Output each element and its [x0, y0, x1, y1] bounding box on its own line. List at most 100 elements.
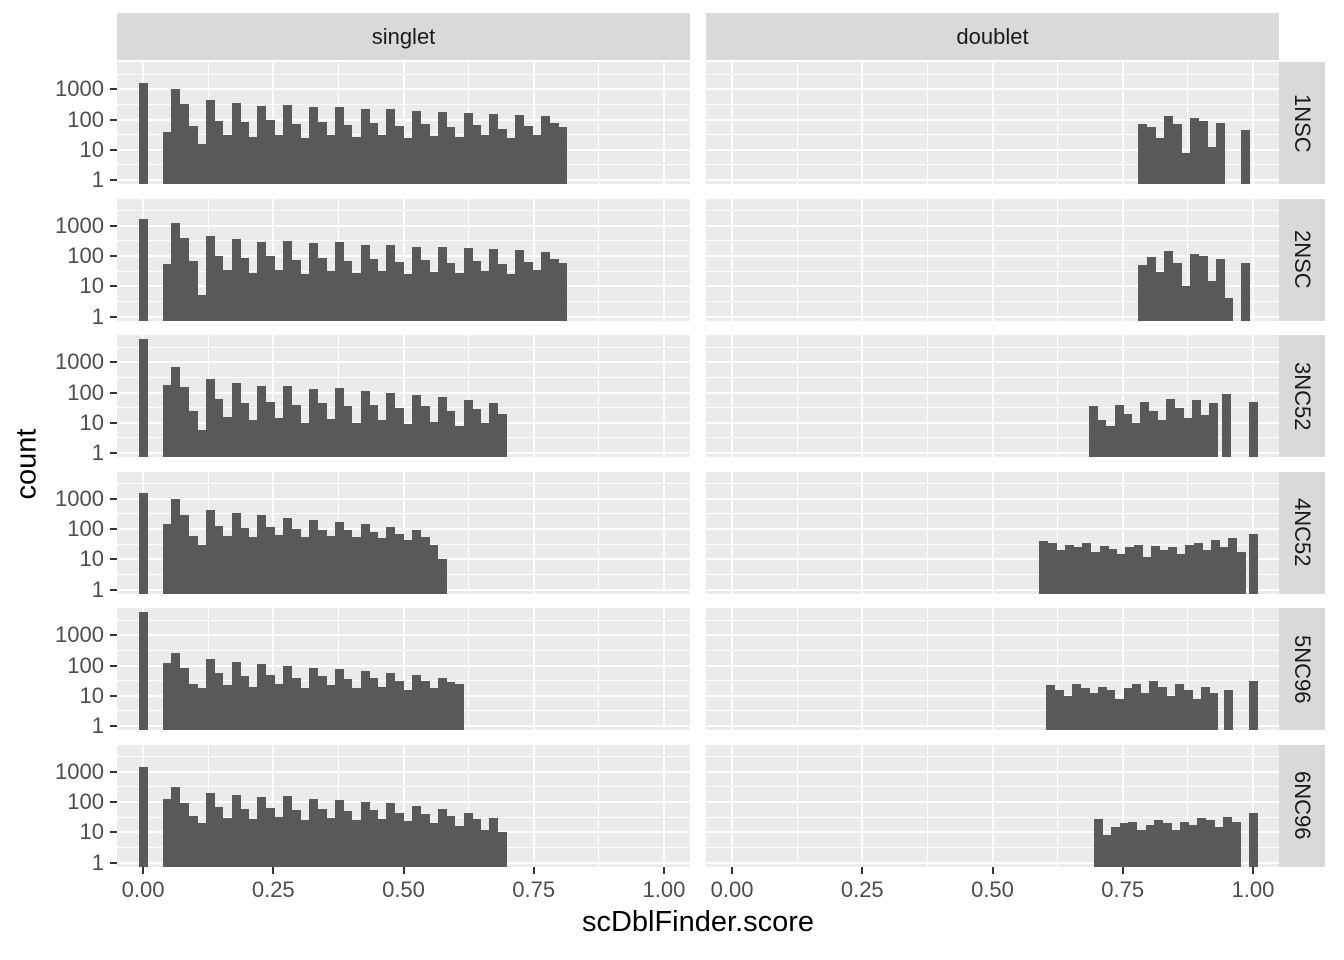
- histogram-bar: [1128, 821, 1138, 867]
- histogram-bar: [1198, 120, 1208, 184]
- y-tick-label: 100: [67, 652, 104, 678]
- histogram-bar: [300, 536, 310, 594]
- y-tick-label: 1000: [55, 758, 104, 784]
- histogram-bar: [1133, 544, 1143, 594]
- histogram-bar: [138, 611, 148, 730]
- histogram-bar: [300, 688, 310, 730]
- histogram-bar: [300, 138, 310, 184]
- y-tick-mark: [109, 285, 117, 288]
- histogram-bar: [214, 399, 224, 457]
- histogram-bar: [317, 676, 327, 730]
- panel-doublet-1NSC: [706, 62, 1279, 184]
- histogram-bar: [420, 406, 430, 457]
- histogram-bar: [351, 536, 361, 594]
- grid-minor-x: [1057, 744, 1059, 867]
- histogram-bar: [360, 671, 370, 730]
- histogram-bar: [1157, 420, 1167, 457]
- x-tick-label: 0.75: [1101, 877, 1145, 902]
- histogram-bar: [1166, 695, 1176, 730]
- histogram-bar: [1159, 550, 1169, 594]
- histogram-bar: [343, 679, 353, 730]
- histogram-bar: [386, 392, 396, 457]
- histogram-bar: [1200, 686, 1210, 730]
- histogram-bar: [412, 675, 422, 730]
- x-tick-mark: [1121, 866, 1124, 874]
- histogram-bar: [274, 684, 284, 730]
- histogram-bar: [429, 136, 439, 184]
- grid-major-y: [117, 664, 690, 667]
- panel-singlet-1NSC: [117, 62, 690, 184]
- histogram-bar: [223, 269, 232, 321]
- histogram-bar: [214, 525, 224, 594]
- histogram-bar: [334, 522, 344, 594]
- grid-minor-y: [117, 210, 690, 212]
- histogram-bar: [265, 526, 275, 594]
- grid-minor-x: [1187, 198, 1189, 321]
- grid-minor-y: [706, 846, 1279, 848]
- y-tick-label: 100: [67, 243, 104, 269]
- histogram-bar: [412, 530, 422, 594]
- grid-major-y: [706, 88, 1279, 91]
- y-tick-label: 1000: [55, 622, 104, 648]
- histogram-bar: [360, 245, 370, 321]
- histogram-bar: [403, 424, 413, 457]
- y-tick-label: 1: [91, 576, 104, 602]
- histogram-bar: [205, 378, 215, 457]
- grid-minor-x: [926, 471, 928, 594]
- y-tick-mark: [109, 148, 117, 151]
- grid-minor-y: [706, 680, 1279, 682]
- grid-minor-x: [468, 335, 470, 457]
- histogram-bar: [248, 420, 258, 457]
- histogram-bar: [214, 806, 224, 867]
- histogram-bar: [197, 688, 207, 730]
- grid-minor-x: [796, 608, 798, 730]
- histogram-bar: [274, 134, 284, 184]
- y-tick-label: 1: [91, 167, 104, 193]
- histogram-bar: [446, 682, 456, 730]
- histogram-bar: [197, 823, 207, 867]
- grid-minor-y: [706, 346, 1279, 348]
- grid-minor-x: [796, 335, 798, 457]
- grid-major-x: [402, 471, 405, 594]
- histogram-bar: [231, 662, 241, 730]
- histogram-bar: [420, 814, 430, 867]
- y-tick-label: 100: [67, 379, 104, 405]
- histogram-bar: [420, 124, 430, 184]
- grid-minor-y: [706, 649, 1279, 651]
- y-tick-label: 10: [79, 273, 104, 299]
- grid-minor-y: [706, 483, 1279, 485]
- histogram-bar: [205, 659, 215, 730]
- grid-minor-x: [1057, 62, 1059, 184]
- histogram-bar: [377, 420, 387, 457]
- grid-minor-x: [1187, 62, 1189, 184]
- histogram-bar: [446, 262, 456, 321]
- histogram-bar: [1188, 824, 1198, 867]
- histogram-bar: [455, 137, 465, 184]
- histogram-bar: [377, 135, 387, 184]
- grid-major-x: [532, 471, 535, 594]
- grid-minor-y: [117, 756, 690, 758]
- histogram-bar: [1047, 542, 1057, 594]
- histogram-bar: [1211, 539, 1221, 594]
- grid-minor-y: [706, 376, 1279, 378]
- histogram-bar: [257, 796, 267, 867]
- grid-major-x: [272, 744, 275, 867]
- grid-major-x: [1121, 471, 1124, 594]
- histogram-bar: [138, 83, 148, 184]
- histogram-bar: [394, 812, 404, 867]
- histogram-bar: [420, 259, 430, 321]
- y-tick-mark: [109, 179, 117, 182]
- histogram-bar: [1132, 683, 1142, 730]
- grid-minor-y: [706, 164, 1279, 166]
- grid-major-y: [117, 634, 690, 637]
- facet-strip-row-6NC96: 6NC96: [1279, 744, 1325, 867]
- grid-major-y: [706, 421, 1279, 424]
- histogram-bar: [1176, 553, 1186, 594]
- histogram-bar: [1166, 399, 1176, 457]
- y-tick-mark: [109, 497, 117, 500]
- histogram-bar: [1189, 253, 1199, 321]
- histogram-bar: [205, 792, 215, 867]
- y-tick-mark: [109, 634, 117, 637]
- y-tick-label: 10: [79, 682, 104, 708]
